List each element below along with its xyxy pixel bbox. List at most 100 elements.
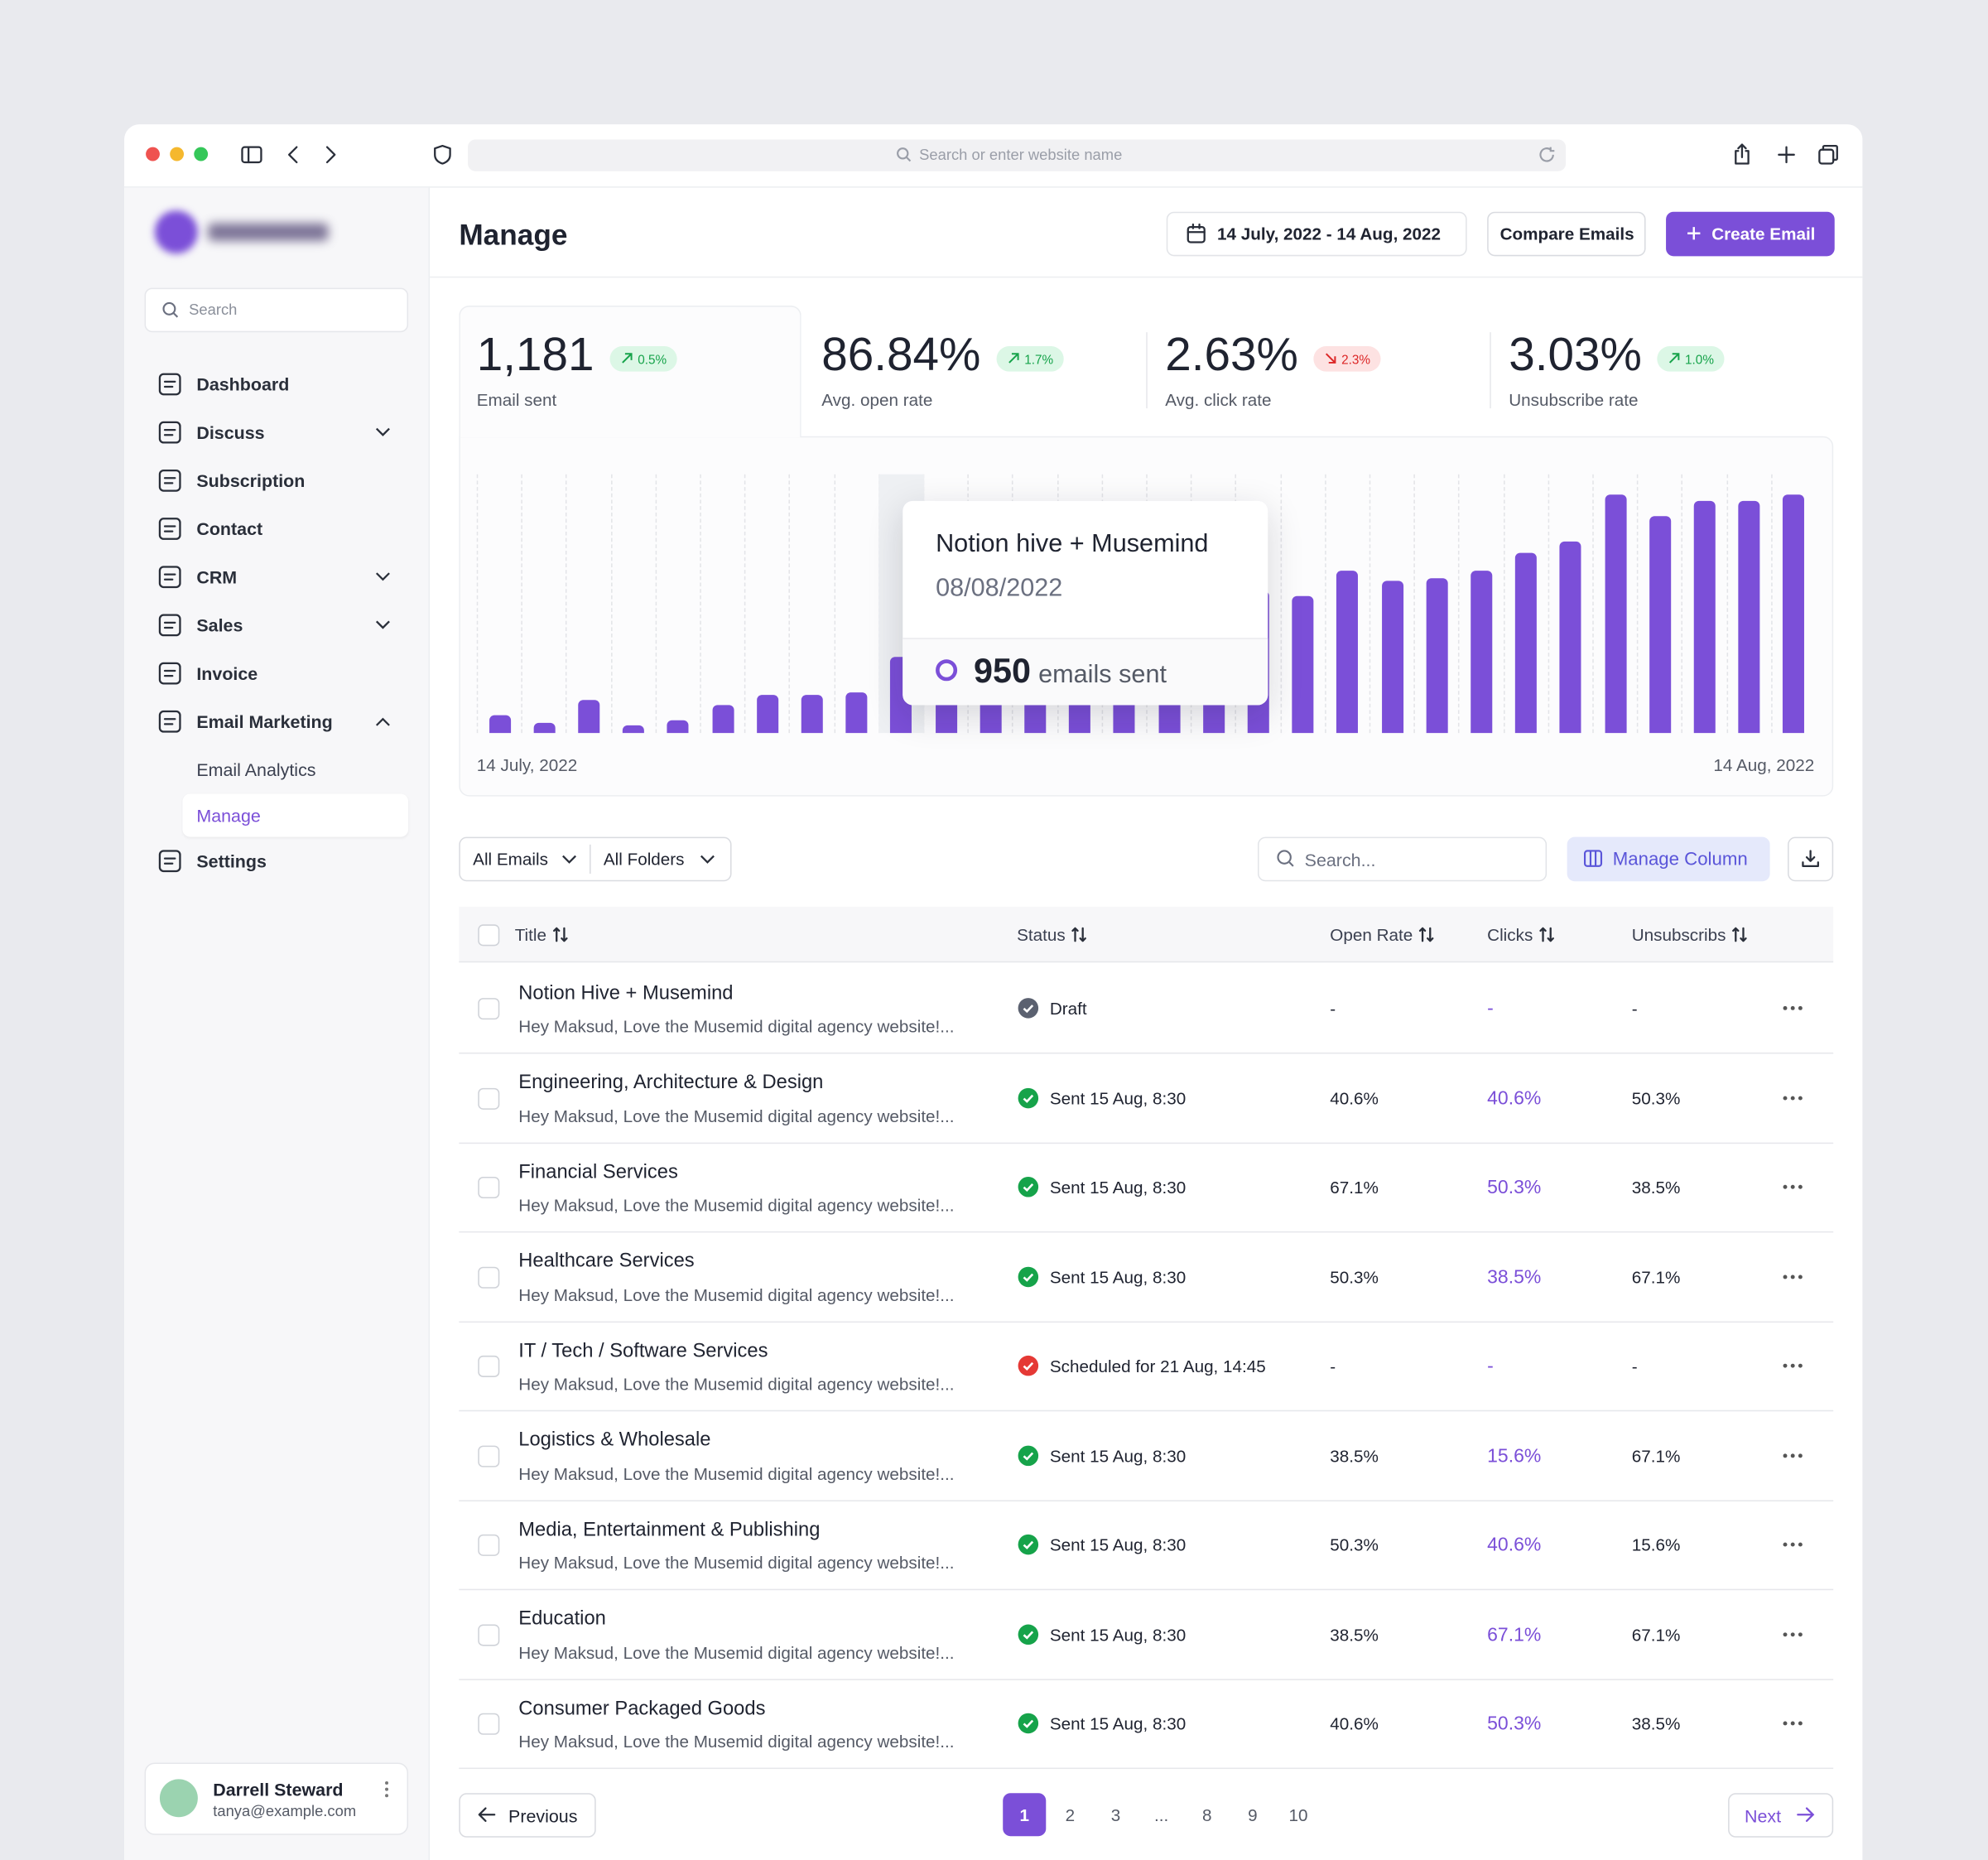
bar[interactable] <box>533 722 556 734</box>
address-bar[interactable] <box>468 139 1567 171</box>
sidebar-toggle[interactable] <box>241 146 262 164</box>
bar[interactable] <box>1381 581 1403 734</box>
sidebar-search[interactable] <box>144 287 409 333</box>
bar[interactable] <box>622 725 645 734</box>
page-number[interactable]: 3 <box>1110 1805 1121 1825</box>
row-menu[interactable] <box>1783 1095 1803 1100</box>
page-number[interactable]: 1 <box>1019 1805 1030 1825</box>
column-header[interactable]: Title <box>514 926 546 946</box>
checkbox[interactable] <box>478 1444 500 1467</box>
page-number[interactable]: ... <box>1153 1805 1169 1825</box>
filter-emails[interactable]: All Emails <box>473 850 548 870</box>
email-title[interactable]: Logistics & Wholesale <box>518 1429 711 1452</box>
create-label[interactable]: Create Email <box>1711 224 1816 244</box>
bar[interactable] <box>489 715 511 734</box>
checkbox[interactable] <box>478 1713 500 1735</box>
previous-label[interactable]: Previous <box>508 1805 578 1826</box>
checkbox[interactable] <box>478 924 500 947</box>
row-menu[interactable] <box>1783 1274 1803 1279</box>
window-dot[interactable] <box>194 147 209 161</box>
nav-item[interactable]: Sales <box>196 614 243 635</box>
nav-item[interactable]: Dashboard <box>196 373 290 395</box>
checkbox[interactable] <box>478 1177 500 1199</box>
sort-icon[interactable] <box>1418 927 1434 942</box>
active-stat-tab[interactable] <box>459 306 801 438</box>
checkbox[interactable] <box>478 1087 500 1110</box>
bar[interactable] <box>1426 578 1448 734</box>
bar[interactable] <box>801 695 823 734</box>
row-menu[interactable] <box>1783 1721 1803 1726</box>
compare-button[interactable] <box>1487 211 1646 257</box>
bar[interactable] <box>1471 571 1493 734</box>
next-button[interactable] <box>1728 1793 1834 1838</box>
sort-icon[interactable] <box>1539 927 1554 942</box>
bar[interactable] <box>1693 500 1716 734</box>
nav-item[interactable]: Email Marketing <box>196 711 333 732</box>
email-title[interactable]: Engineering, Architecture & Design <box>518 1072 824 1094</box>
date-range-button[interactable] <box>1166 211 1467 257</box>
checkbox[interactable] <box>478 1265 500 1288</box>
bar[interactable] <box>1559 541 1581 734</box>
bar[interactable] <box>1336 571 1359 734</box>
page-number[interactable]: 10 <box>1288 1805 1308 1825</box>
email-title[interactable]: Media, Entertainment & Publishing <box>518 1519 821 1541</box>
checkbox[interactable] <box>478 1534 500 1556</box>
forward-icon[interactable] <box>325 146 337 164</box>
bar[interactable] <box>756 695 778 734</box>
page-number[interactable]: 2 <box>1065 1805 1076 1825</box>
reload-icon[interactable] <box>1538 146 1555 163</box>
row-menu[interactable] <box>1783 1005 1803 1010</box>
window-dot[interactable] <box>170 147 185 161</box>
sort-icon[interactable] <box>1071 927 1086 942</box>
email-title[interactable]: Healthcare Services <box>518 1250 695 1273</box>
tabs-icon[interactable] <box>1818 144 1839 166</box>
bar[interactable] <box>1604 494 1626 734</box>
checkbox[interactable] <box>478 998 500 1020</box>
table-search[interactable] <box>1258 836 1548 882</box>
row-menu[interactable] <box>1783 1631 1803 1636</box>
bar[interactable] <box>845 692 868 734</box>
bar[interactable] <box>667 720 689 734</box>
email-title[interactable]: Notion Hive + Musemind <box>518 982 734 1005</box>
email-title[interactable]: Financial Services <box>518 1161 678 1183</box>
column-header[interactable]: Status <box>1017 926 1066 946</box>
bar[interactable] <box>1738 500 1760 734</box>
bar[interactable] <box>1292 595 1314 734</box>
next-label[interactable]: Next <box>1745 1805 1782 1826</box>
bar[interactable] <box>711 705 734 734</box>
nav-item[interactable]: CRM <box>196 566 238 587</box>
nav-item[interactable]: Settings <box>196 850 267 871</box>
compare-label[interactable]: Compare Emails <box>1499 224 1634 244</box>
kebab-icon[interactable] <box>384 1780 389 1798</box>
nav-subitem[interactable]: Manage <box>196 805 261 826</box>
row-menu[interactable] <box>1783 1542 1803 1547</box>
checkbox[interactable] <box>478 1623 500 1646</box>
nav-item[interactable]: Invoice <box>196 663 258 684</box>
row-menu[interactable] <box>1783 1184 1803 1189</box>
download-button[interactable] <box>1788 836 1834 882</box>
bar[interactable] <box>1649 515 1671 734</box>
column-header[interactable]: Clicks <box>1487 926 1533 946</box>
new-tab-icon[interactable] <box>1778 146 1795 164</box>
back-icon[interactable] <box>286 146 299 164</box>
nav-item[interactable]: Discuss <box>196 422 265 443</box>
nav-subitem[interactable]: Email Analytics <box>196 759 316 780</box>
page-active[interactable] <box>1003 1793 1047 1837</box>
column-header[interactable]: Open Rate <box>1330 926 1413 946</box>
email-title[interactable]: Education <box>518 1608 606 1631</box>
manage-column-label[interactable]: Manage Column <box>1612 849 1748 870</box>
sort-icon[interactable] <box>553 927 568 942</box>
filter-folders[interactable]: All Folders <box>603 850 685 870</box>
email-title[interactable]: IT / Tech / Software Services <box>518 1340 768 1362</box>
email-title[interactable]: Consumer Packaged Goods <box>518 1698 766 1720</box>
bar[interactable] <box>578 700 600 734</box>
page-number[interactable]: 9 <box>1248 1805 1258 1825</box>
column-header[interactable]: Unsubscribs <box>1631 926 1726 946</box>
nav-item[interactable]: Subscription <box>196 470 306 491</box>
share-icon[interactable] <box>1733 143 1750 165</box>
page-number[interactable]: 8 <box>1201 1805 1212 1825</box>
row-menu[interactable] <box>1783 1363 1803 1368</box>
window-dot[interactable] <box>146 147 160 161</box>
nav-item[interactable]: Contact <box>196 518 263 539</box>
row-menu[interactable] <box>1783 1453 1803 1458</box>
